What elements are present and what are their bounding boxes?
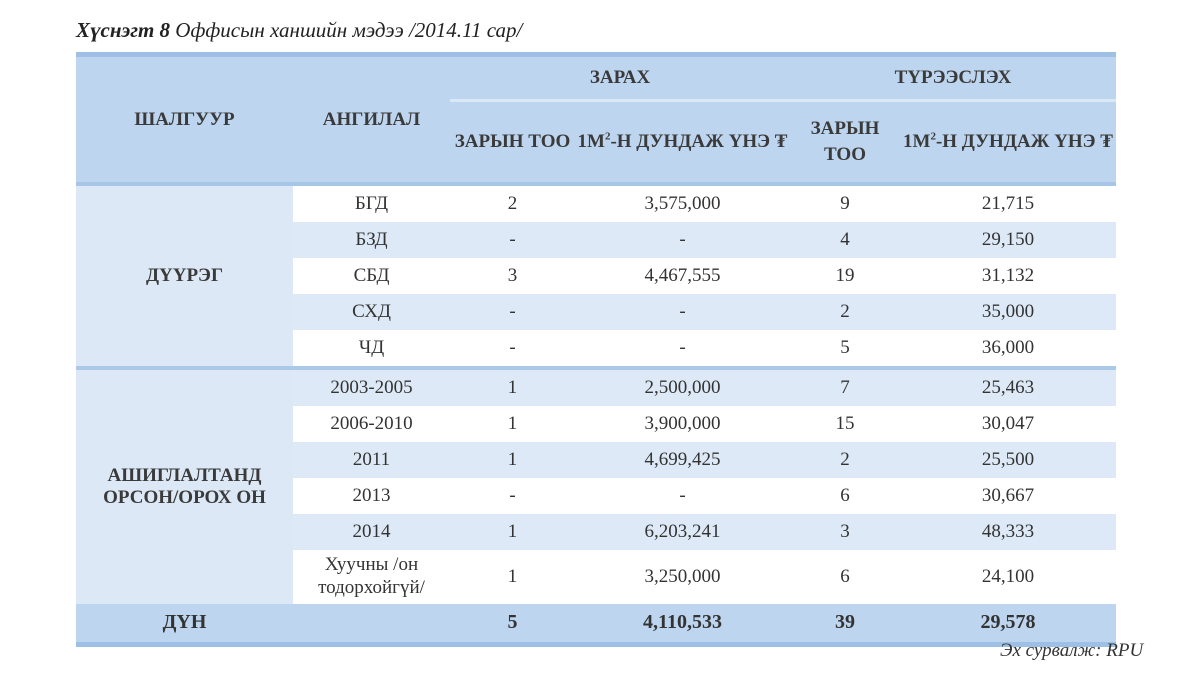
table-row: ДҮҮРЭГ БГД 2 3,575,000 9 21,715: [76, 184, 1116, 368]
sale-price-cell: 2,500,000: [575, 366, 790, 406]
rent-price-cell: 29,150: [900, 222, 1116, 258]
rent-price-cell: 48,333: [900, 514, 1116, 550]
rent-price-cell: 36,000: [981, 337, 1035, 358]
sale-price-cell: 3,250,000: [644, 565, 721, 587]
sale-count-cell: 1: [450, 366, 575, 406]
category-cell: 2014: [293, 514, 450, 550]
category-cell: ЧД: [358, 337, 385, 358]
category-cell: Хуучны /он тодорхойгүй/: [318, 554, 425, 598]
rent-price-cell: 30,667: [981, 485, 1035, 506]
category-cell: 2006-2010: [330, 413, 413, 434]
sale-price-cell: -: [679, 337, 686, 358]
sale-count-cell: -: [450, 222, 575, 258]
criterion-cell: АШИГЛАЛТАНД ОРСОН/ОРОХ ОН: [76, 366, 293, 604]
table-row: Хуучны /он тодорхойгүй/1 3,250,000 6 24,100: [76, 550, 1116, 604]
category-cell: СБД: [353, 265, 390, 286]
total-row: ДҮН 5 4,110,533 39 29,578: [76, 603, 1116, 647]
sale-price-cell: -: [575, 222, 790, 258]
total-sale-price: 4,110,533: [575, 603, 790, 647]
header-sale-price: 1М2-Н ДУНДАЖ ҮНЭ ₮: [575, 99, 790, 184]
category-cell: БЗД: [293, 222, 450, 258]
table-row: 2006-2010 1 3,900,000 15 30,047: [76, 406, 1116, 442]
sale-count-cell: -: [509, 485, 516, 506]
table-caption: Хүснэгт 8 Оффисын ханшийн мэдээ /2014.11…: [76, 18, 523, 42]
total-label: ДҮН: [76, 603, 293, 647]
rent-count-cell: 9: [840, 193, 850, 214]
rent-price-cell: 31,132: [981, 265, 1035, 286]
sale-count-cell: -: [509, 337, 516, 358]
sale-price-cell: 4,467,555: [644, 265, 721, 286]
table-row: БЗД - -4 29,150: [76, 222, 1116, 258]
rent-count-cell: 3: [790, 514, 900, 550]
header-sale: ЗАРАХ: [450, 52, 790, 101]
rent-price-cell: 25,500: [900, 442, 1116, 478]
total-rent-count: 39: [790, 603, 900, 647]
sale-price-cell: 6,203,241: [575, 514, 790, 550]
rent-count-cell: 6: [840, 485, 850, 506]
rent-count-cell: 19: [835, 265, 855, 286]
total-sale-count: 5: [450, 603, 575, 647]
sale-count-cell: 3: [507, 265, 518, 286]
office-price-table: ШАЛГУУР АНГИЛАЛ ЗАРАХ ТҮРЭЭСЛЭХ ЗАРЫН ТО…: [76, 52, 1116, 647]
total-rent-price: 29,578: [900, 603, 1116, 647]
rent-count-cell: 7: [790, 366, 900, 406]
table-row: СХД - -2 35,000: [76, 294, 1116, 330]
table-row: 2013 - - 6 30,667: [76, 478, 1116, 514]
rent-price-cell: 35,000: [900, 294, 1116, 330]
criterion-cell: ДҮҮРЭГ: [76, 184, 293, 368]
header-criterion: ШАЛГУУР: [76, 52, 293, 184]
sale-price-cell: 4,699,425: [575, 442, 790, 478]
category-cell: 2011: [293, 442, 450, 478]
rent-price-cell: 21,715: [981, 193, 1035, 214]
rent-count-cell: 5: [840, 337, 850, 358]
category-cell: 2003-2005: [293, 366, 450, 406]
table-row: ЧД - - 5 36,000: [76, 330, 1116, 368]
sale-price-cell: 3,900,000: [644, 413, 721, 434]
sale-count-cell: 1: [450, 514, 575, 550]
header-rent: ТҮРЭЭСЛЭХ: [790, 52, 1116, 101]
table-row: СБД 3 4,467,555 19 31,132: [76, 258, 1116, 294]
sale-count-cell: 2: [507, 193, 518, 214]
table-row: 2011 1 4,699,425 2 25,500: [76, 442, 1116, 478]
header-rent-price: 1М2-Н ДУНДАЖ ҮНЭ ₮: [900, 99, 1116, 184]
rent-count-cell: 15: [835, 413, 855, 434]
sale-count-cell: 1: [507, 413, 518, 434]
category-cell: СХД: [293, 294, 450, 330]
rent-count-cell: 2: [790, 442, 900, 478]
rent-count-cell: 4: [790, 222, 900, 258]
table-row: 2014 1 6,203,241 3 48,333: [76, 514, 1116, 550]
sale-count-cell: -: [450, 294, 575, 330]
sale-price-cell: 3,575,000: [644, 193, 721, 214]
rent-count-cell: 2: [790, 294, 900, 330]
rent-price-cell: 24,100: [981, 565, 1035, 587]
category-cell: БГД: [354, 193, 389, 214]
total-empty: [293, 603, 450, 647]
header-rent-count: ЗАРЫН ТОО: [790, 99, 900, 184]
sale-count-cell: 1: [507, 565, 518, 587]
rent-price-cell: 30,047: [981, 413, 1035, 434]
header-sale-count: ЗАРЫН ТОО: [450, 99, 575, 184]
category-cell: 2013: [352, 485, 391, 506]
header-category: АНГИЛАЛ: [293, 52, 450, 184]
rent-price-cell: 25,463: [900, 366, 1116, 406]
table-row: АШИГЛАЛТАНД ОРСОН/ОРОХ ОН 2003-2005 1 2,500…: [76, 366, 1116, 604]
rent-count-cell: 6: [840, 565, 850, 587]
sale-count-cell: 1: [450, 442, 575, 478]
source-note: Эх сурвалж: RPU: [1000, 640, 1144, 661]
sale-price-cell: -: [679, 485, 686, 506]
sale-price-cell: -: [575, 294, 790, 330]
